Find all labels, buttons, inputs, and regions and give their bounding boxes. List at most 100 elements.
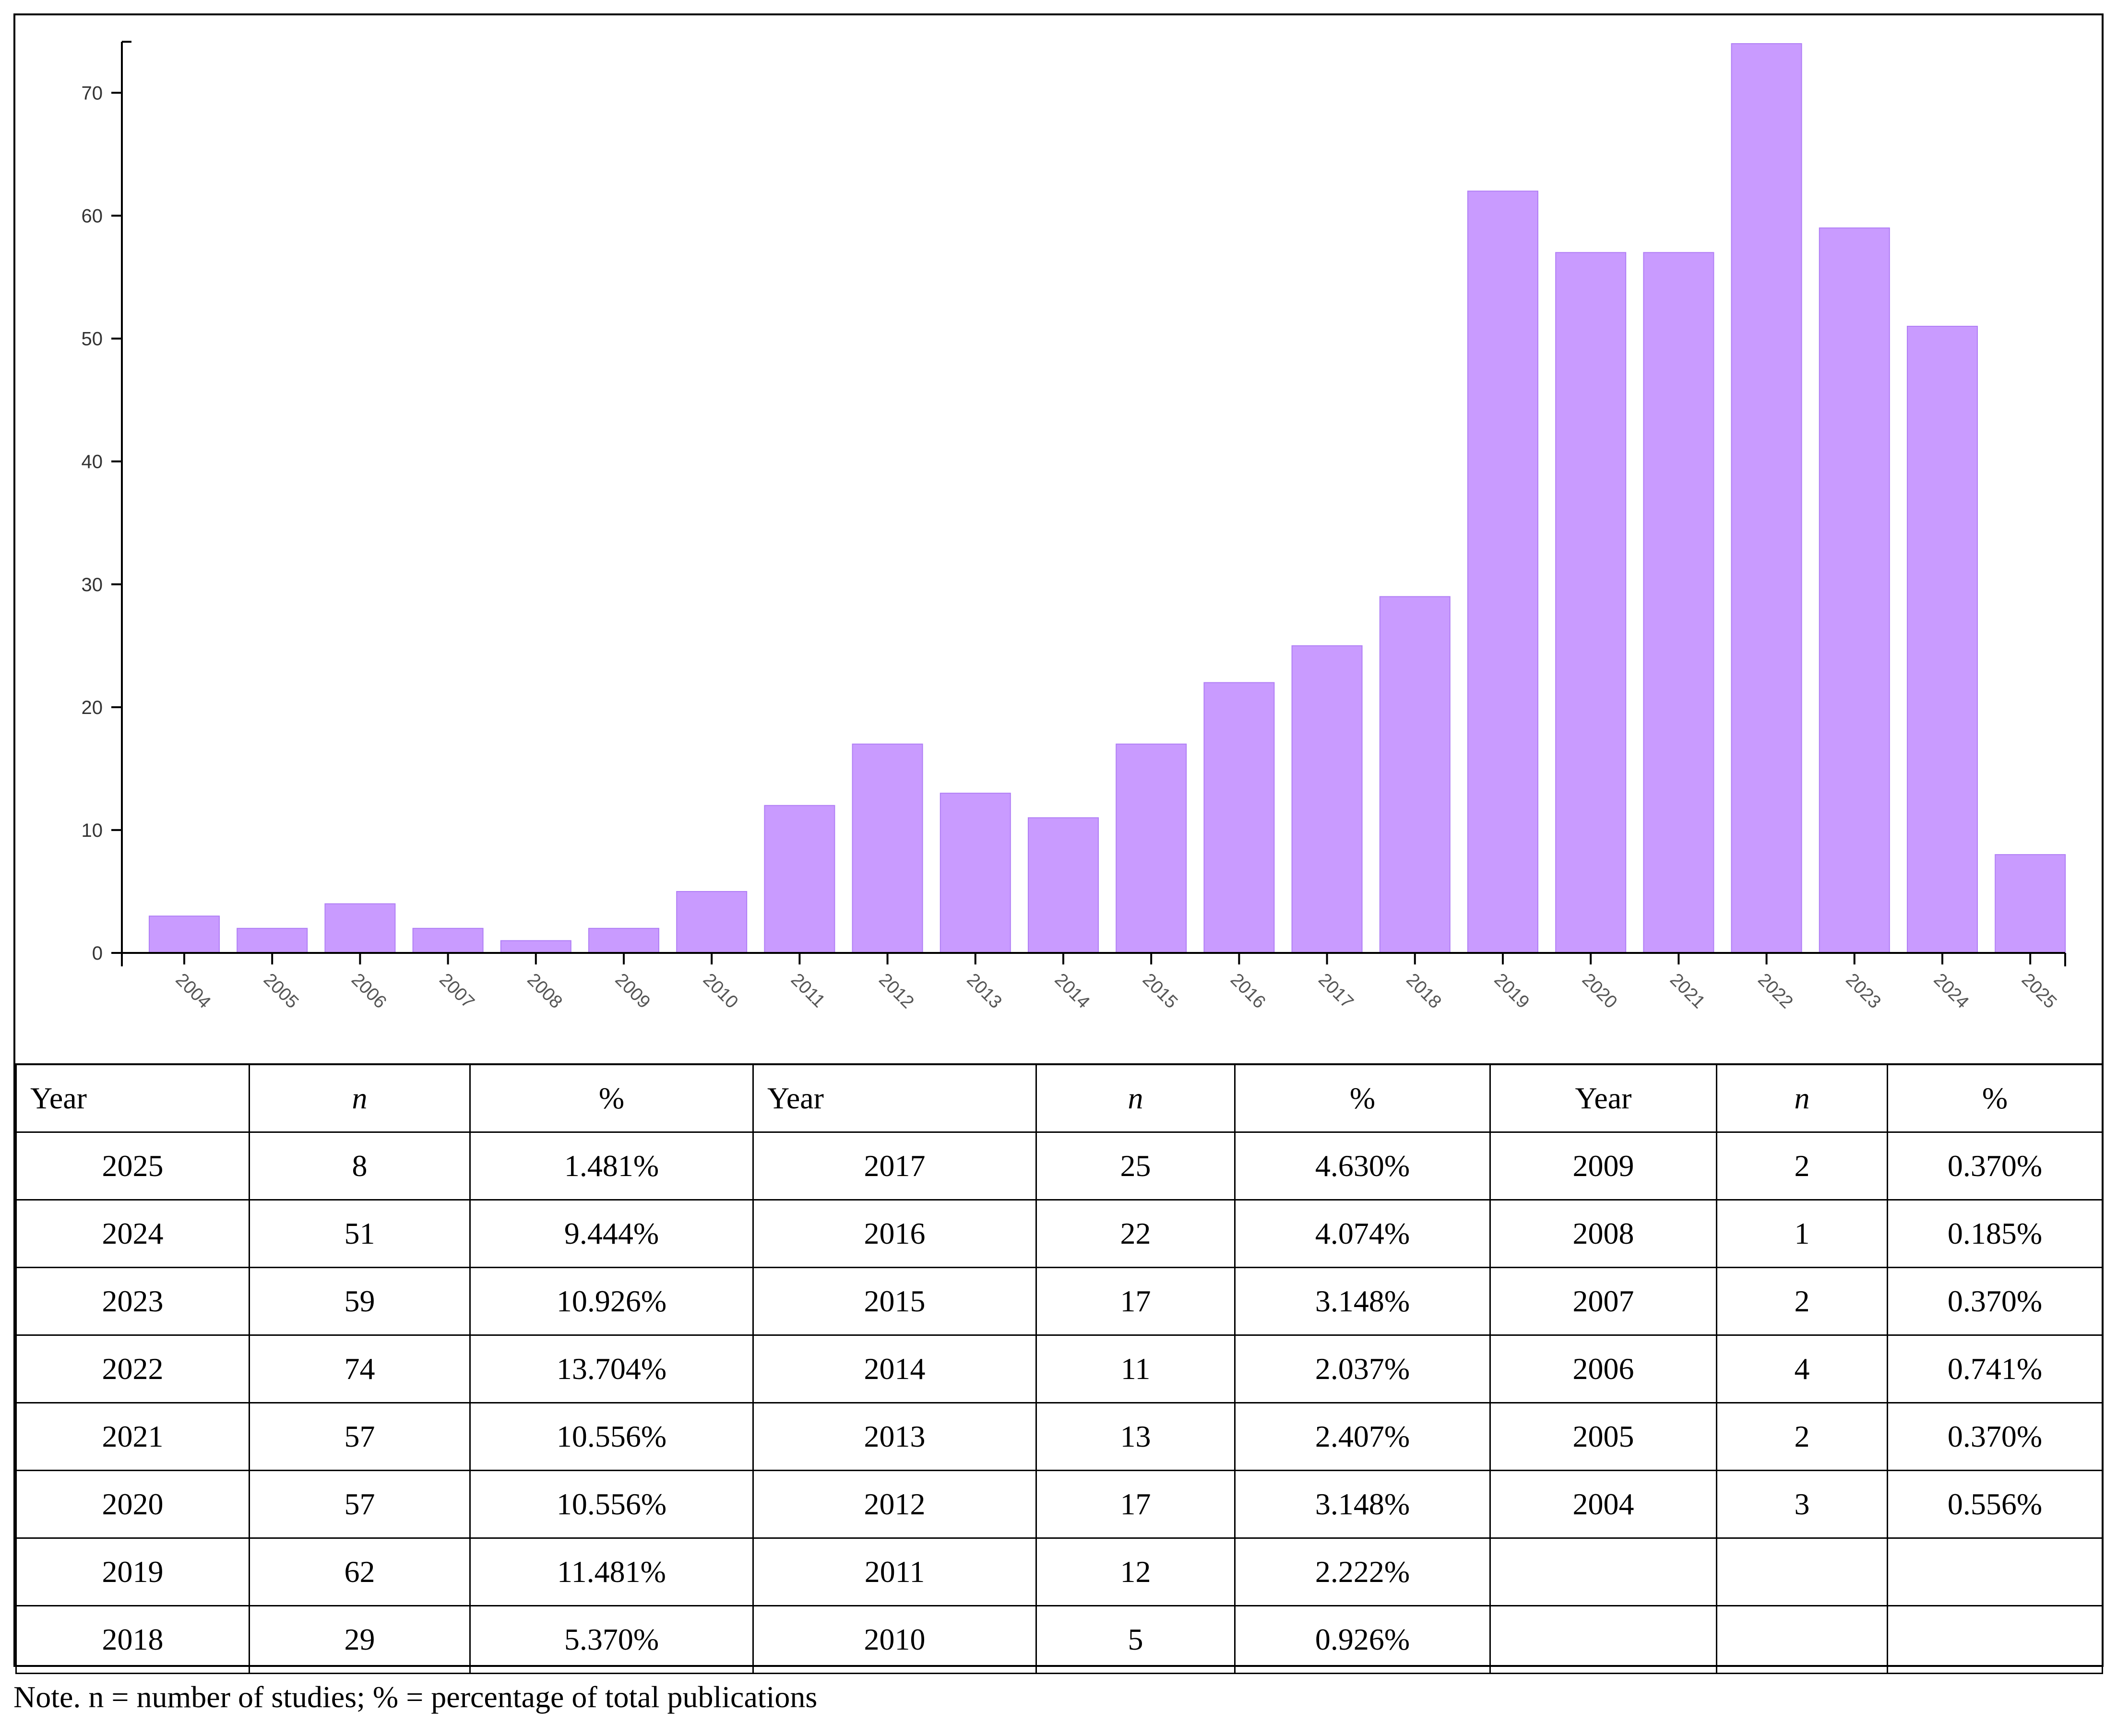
bar-2007 bbox=[412, 927, 484, 954]
table-cell: 2010 bbox=[752, 1605, 1037, 1674]
table-cell: 2011 bbox=[752, 1537, 1037, 1606]
table-cell: 13.704% bbox=[469, 1334, 754, 1403]
header-cell: Year bbox=[752, 1063, 1037, 1133]
table-cell: 4 bbox=[1716, 1334, 1888, 1403]
table-cell: 0.741% bbox=[1887, 1334, 2103, 1403]
header-cell: n bbox=[1035, 1063, 1236, 1133]
table-note: Note. n = number of studies; % = percent… bbox=[13, 1680, 818, 1714]
y-tick-label-50: 50 bbox=[82, 329, 103, 350]
table-cell: 2005 bbox=[1489, 1402, 1717, 1471]
table-cell: 2022 bbox=[15, 1334, 250, 1403]
header-cell: % bbox=[1234, 1063, 1491, 1133]
table-cell: 2004 bbox=[1489, 1470, 1717, 1539]
bar-2016 bbox=[1203, 682, 1275, 953]
table-row: 2023 59 10.926% 2015 17 3.148% 2007 2 0.370% bbox=[15, 1267, 2103, 1336]
table-cell: 51 bbox=[249, 1199, 471, 1268]
bar-2004 bbox=[149, 916, 220, 953]
table-header-row: Year n% Year n% Year n% bbox=[15, 1063, 2103, 1133]
bar-2019 bbox=[1467, 190, 1538, 953]
y-tick-label-10: 10 bbox=[82, 820, 103, 841]
x-tick-label-2014: 2014 bbox=[1051, 970, 1094, 1012]
table-row: 2019 62 11.481% 2011 12 2.222% bbox=[15, 1537, 2103, 1606]
x-tick-label-2016: 2016 bbox=[1226, 970, 1269, 1012]
bar-2011 bbox=[764, 805, 835, 953]
table-cell: 2007 bbox=[1489, 1267, 1717, 1336]
table-cell: 12 bbox=[1035, 1537, 1236, 1606]
table-cell: 2 bbox=[1716, 1267, 1888, 1336]
publication-count-table: Year n% Year n% Year n% 2025 8 1.481% 2017 25 4.630… bbox=[15, 1063, 2103, 1674]
y-tick-label-30: 30 bbox=[82, 574, 103, 595]
table-cell: 8 bbox=[249, 1131, 471, 1201]
bar-2020 bbox=[1555, 252, 1627, 953]
table-cell: 5.370% bbox=[469, 1605, 754, 1674]
table-cell: 2008 bbox=[1489, 1199, 1717, 1268]
x-tick-label-2006: 2006 bbox=[347, 970, 390, 1012]
x-tick-label-2012: 2012 bbox=[875, 970, 917, 1012]
table-cell: 2025 bbox=[15, 1131, 250, 1201]
y-tick-label-60: 60 bbox=[82, 206, 103, 227]
table-cell: 0.370% bbox=[1887, 1267, 2103, 1336]
table-cell: 2021 bbox=[15, 1402, 250, 1471]
table-row: 2025 8 1.481% 2017 25 4.630% 2009 2 0.370% bbox=[15, 1131, 2103, 1201]
table-cell: 2009 bbox=[1489, 1131, 1717, 1201]
table-cell: 17 bbox=[1035, 1470, 1236, 1539]
x-tick-label-2020: 2020 bbox=[1578, 970, 1621, 1012]
x-tick-label-2009: 2009 bbox=[611, 970, 654, 1012]
table-row: 2024 51 9.444% 2016 22 4.074% 2008 1 0.185% bbox=[15, 1199, 2103, 1268]
table-cell bbox=[1716, 1537, 1888, 1606]
table-cell: 74 bbox=[249, 1334, 471, 1403]
x-tick-label-2017: 2017 bbox=[1314, 970, 1357, 1012]
table-cell: 2017 bbox=[752, 1131, 1037, 1201]
table-cell: 2019 bbox=[15, 1537, 250, 1606]
x-tick-label-2005: 2005 bbox=[260, 970, 302, 1012]
x-tick-label-2004: 2004 bbox=[172, 970, 214, 1012]
table-cell: 2.222% bbox=[1234, 1537, 1491, 1606]
table-cell: 3 bbox=[1716, 1470, 1888, 1539]
table-cell: 2014 bbox=[752, 1334, 1037, 1403]
bar-2025 bbox=[1995, 854, 2066, 953]
table-cell: 59 bbox=[249, 1267, 471, 1336]
table-cell bbox=[1716, 1605, 1888, 1674]
bar-2010 bbox=[676, 891, 748, 953]
table-cell: 2023 bbox=[15, 1267, 250, 1336]
x-tick-label-2019: 2019 bbox=[1490, 970, 1533, 1012]
bar-2005 bbox=[237, 927, 308, 954]
table-cell: 0.370% bbox=[1887, 1402, 2103, 1471]
x-tick-label-2018: 2018 bbox=[1402, 970, 1445, 1012]
bar-2023 bbox=[1819, 227, 1890, 954]
table-cell: 11.481% bbox=[469, 1537, 754, 1606]
table-cell: 0.185% bbox=[1887, 1199, 2103, 1268]
table-cell bbox=[1887, 1537, 2103, 1606]
x-tick-label-2011: 2011 bbox=[787, 970, 829, 1011]
bar-2017 bbox=[1291, 645, 1363, 954]
table-cell: 3.148% bbox=[1234, 1267, 1491, 1336]
header-cell: Year bbox=[15, 1063, 250, 1133]
table-cell: 4.630% bbox=[1234, 1131, 1491, 1201]
bar-2018 bbox=[1379, 596, 1451, 953]
table-row: 2021 57 10.556% 2013 13 2.407% 2005 2 0.370% bbox=[15, 1402, 2103, 1471]
bar-2015 bbox=[1116, 743, 1187, 953]
table-cell: 2018 bbox=[15, 1605, 250, 1674]
table-cell: 2015 bbox=[752, 1267, 1037, 1336]
table-cell: 0.926% bbox=[1234, 1605, 1491, 1674]
x-tick-label-2015: 2015 bbox=[1139, 970, 1181, 1012]
table-cell: 62 bbox=[249, 1537, 471, 1606]
table-cell: 57 bbox=[249, 1470, 471, 1539]
table-cell: 22 bbox=[1035, 1199, 1236, 1268]
axes-layer bbox=[121, 41, 2066, 966]
header-cell: % bbox=[1887, 1063, 2103, 1133]
bar-2009 bbox=[588, 927, 659, 954]
table-cell: 2 bbox=[1716, 1402, 1888, 1471]
table-cell: 4.074% bbox=[1234, 1199, 1491, 1268]
bar-2014 bbox=[1028, 817, 1099, 954]
y-tick-label-0: 0 bbox=[92, 943, 103, 964]
table-cell: 2013 bbox=[752, 1402, 1037, 1471]
table-cell: 25 bbox=[1035, 1131, 1236, 1201]
table-cell: 2.037% bbox=[1234, 1334, 1491, 1403]
header-cell: % bbox=[469, 1063, 754, 1133]
bar-2013 bbox=[940, 793, 1011, 953]
table-cell bbox=[1887, 1605, 2103, 1674]
bar-2022 bbox=[1731, 43, 1802, 953]
bar-2008 bbox=[500, 940, 571, 954]
table-cell: 1 bbox=[1716, 1199, 1888, 1268]
